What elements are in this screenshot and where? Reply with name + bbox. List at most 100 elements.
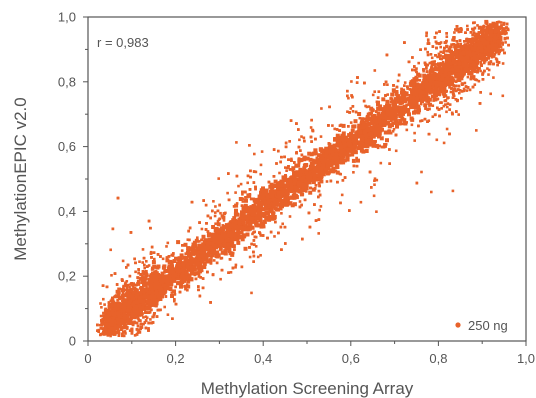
scatter-point (211, 273, 215, 277)
scatter-point (256, 255, 260, 259)
scatter-point (446, 105, 449, 109)
scatter-point (354, 110, 358, 114)
scatter-point (426, 42, 430, 45)
scatter-point (280, 155, 283, 159)
scatter-point (165, 256, 169, 259)
scatter-point (113, 272, 117, 275)
scatter-point (493, 53, 497, 56)
scatter-point (469, 31, 473, 34)
scatter-point (128, 285, 131, 289)
scatter-point (391, 130, 395, 133)
scatter-point (136, 276, 139, 279)
scatter-point (149, 250, 153, 254)
scatter-point (212, 200, 215, 203)
scatter-point (494, 48, 499, 53)
scatter-point (502, 23, 506, 26)
scatter-point (318, 208, 321, 212)
scatter-point (139, 327, 142, 331)
scatter-point (348, 154, 352, 157)
scatter-point (237, 184, 240, 188)
scatter-point (163, 305, 166, 309)
scatter-point (253, 243, 256, 246)
scatter-point (272, 175, 276, 178)
scatter-point (136, 315, 140, 319)
scatter-point (471, 33, 474, 37)
scatter-point (471, 85, 475, 89)
scatter-point (221, 224, 225, 227)
scatter-point (288, 140, 291, 143)
scatter-point (317, 182, 321, 185)
scatter-point (152, 273, 155, 276)
scatter-point (259, 163, 263, 167)
scatter-point (375, 178, 379, 182)
scatter-point (213, 214, 217, 218)
scatter-point (229, 245, 232, 248)
scatter-point (497, 52, 501, 56)
scatter-point (206, 214, 210, 218)
scatter-point (505, 26, 508, 29)
scatter-point (351, 110, 355, 113)
scatter-point (415, 70, 418, 74)
scatter-point (200, 238, 203, 242)
scatter-point (390, 99, 394, 103)
scatter-point (468, 88, 472, 92)
scatter-point (266, 236, 269, 240)
scatter-point (234, 266, 237, 269)
scatter-point (214, 205, 217, 208)
scatter-point (438, 55, 441, 58)
scatter-point (350, 94, 353, 97)
scatter-point (258, 231, 261, 234)
scatter-point (452, 43, 455, 46)
scatter-point (457, 30, 461, 34)
scatter-point (352, 164, 356, 168)
scatter-point (181, 244, 184, 247)
scatter-point (437, 52, 441, 56)
scatter-point (139, 319, 142, 322)
scatter-point (246, 213, 250, 216)
scatter-point (459, 89, 462, 92)
scatter-point (142, 292, 146, 296)
scatter-point (305, 190, 308, 193)
scatter-point (125, 287, 129, 291)
scatter-point (410, 123, 414, 127)
scatter-point (336, 180, 339, 184)
scatter-point (442, 49, 446, 53)
scatter-point (252, 260, 255, 263)
scatter-point (130, 332, 134, 335)
scatter-point (135, 321, 139, 325)
scatter-point (310, 140, 313, 143)
scatter-point (419, 102, 423, 106)
scatter-point (115, 326, 120, 331)
scatter-point (117, 287, 120, 291)
scatter-point (392, 84, 395, 87)
scatter-point (429, 92, 432, 95)
scatter-point (455, 110, 458, 113)
scatter-point (96, 323, 99, 327)
scatter-point (173, 293, 177, 296)
scatter-point (121, 334, 124, 338)
scatter-point (172, 289, 176, 294)
scatter-point (429, 53, 433, 56)
scatter-point (431, 45, 435, 48)
scatter-point (125, 327, 129, 330)
scatter-point (222, 212, 226, 215)
scatter-point (281, 222, 284, 226)
scatter-point (235, 174, 239, 178)
scatter-point (495, 58, 499, 61)
scatter-point (100, 324, 103, 327)
scatter-point (410, 79, 414, 82)
scatter-point (503, 27, 506, 30)
scatter-point (454, 43, 458, 47)
scatter-point (497, 20, 501, 24)
scatter-point (378, 144, 381, 148)
scatter-point (147, 329, 150, 332)
scatter-point (284, 141, 288, 145)
scatter-point (125, 266, 128, 269)
scatter-point (284, 242, 287, 245)
scatter-point (450, 87, 453, 90)
scatter-point (483, 69, 486, 73)
scatter-point (499, 45, 503, 49)
scatter-point (372, 194, 376, 198)
scatter-point (159, 255, 162, 258)
scatter-point (219, 277, 222, 281)
